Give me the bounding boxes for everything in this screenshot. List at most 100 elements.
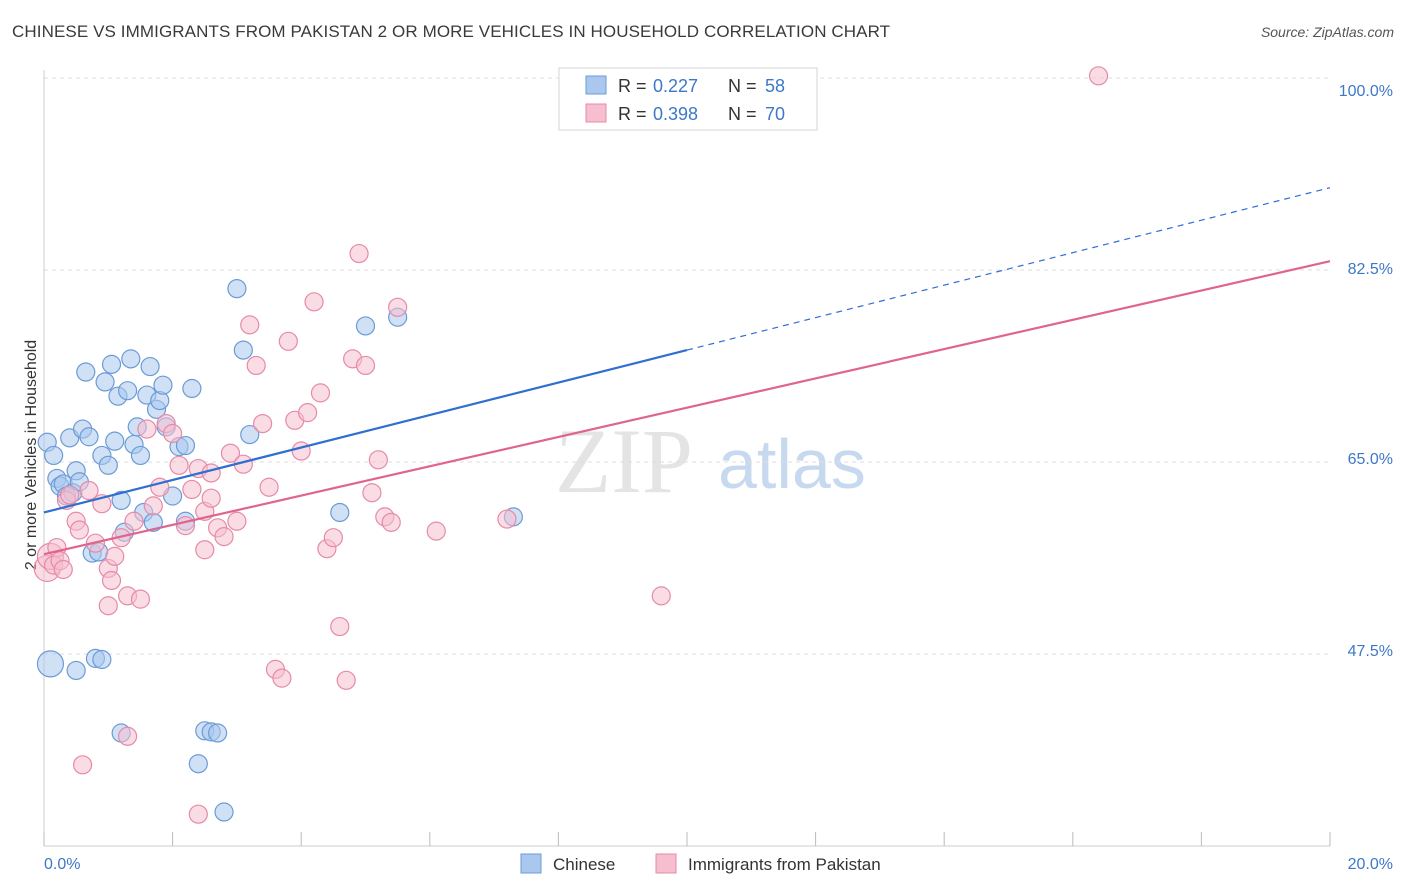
pakistan-point-34 bbox=[220, 443, 241, 463]
y-tick-label-0: 47.5% bbox=[1348, 643, 1393, 660]
pakistan-point-37 bbox=[240, 315, 260, 335]
pakistan-point-10 bbox=[72, 755, 93, 775]
pakistan-point-63 bbox=[651, 586, 671, 606]
watermark: ZIP atlas bbox=[555, 410, 866, 512]
chinese-point-55 bbox=[92, 649, 112, 670]
pakistan-point-59 bbox=[381, 512, 401, 532]
y-tick-label-1: 65.0% bbox=[1348, 451, 1393, 468]
pakistan-point-68 bbox=[195, 540, 215, 560]
pakistan-point-65 bbox=[117, 726, 138, 746]
chinese-point-11 bbox=[76, 362, 96, 382]
grid bbox=[44, 77, 1330, 655]
legend-n-value-chinese: 58 bbox=[765, 76, 785, 96]
pakistan-point-60 bbox=[388, 297, 408, 317]
pakistan-point-35 bbox=[227, 511, 247, 531]
legend-n-label-pakistan: N = bbox=[728, 104, 757, 124]
chinese-point-35 bbox=[153, 375, 173, 395]
pakistan-point-40 bbox=[259, 477, 279, 497]
pakistan-point-7 bbox=[60, 485, 80, 505]
chinese-point-22 bbox=[111, 490, 131, 510]
trend-line-pakistan bbox=[43, 260, 1331, 556]
pakistan-point-48 bbox=[310, 383, 331, 403]
pakistan-point-66 bbox=[188, 804, 208, 824]
legend: R = 0.227 N = 58 R = 0.398 N = 70 bbox=[558, 67, 818, 131]
chinese-point-46 bbox=[227, 279, 247, 299]
pakistan-point-38 bbox=[246, 355, 266, 376]
y-tick-labels: 47.5% 65.0% 82.5% 100.0% bbox=[1339, 83, 1393, 660]
chinese-point-49 bbox=[330, 502, 350, 523]
chinese-point-19 bbox=[101, 354, 122, 374]
legend-r-label-pakistan: R = bbox=[618, 104, 647, 124]
chinese-point-44 bbox=[208, 723, 228, 743]
pakistan-point-47 bbox=[304, 292, 324, 312]
chinese-point-54 bbox=[66, 660, 86, 681]
bottom-legend: Chinese Immigrants from Pakistan bbox=[520, 853, 881, 874]
pakistan-point-55 bbox=[355, 355, 376, 376]
pakistan-point-50 bbox=[323, 528, 343, 548]
pakistan-point-31 bbox=[201, 488, 221, 508]
pakistan-point-64 bbox=[1088, 66, 1109, 86]
pakistan-point-54 bbox=[349, 243, 369, 264]
pakistan-point-19 bbox=[124, 511, 144, 531]
trend-line-chinese bbox=[43, 349, 688, 514]
series-pakistan-points bbox=[33, 66, 1109, 824]
pakistan-point-67 bbox=[98, 596, 118, 616]
pakistan-point-57 bbox=[368, 450, 388, 470]
pakistan-point-25 bbox=[163, 423, 183, 444]
pakistan-point-5 bbox=[53, 559, 73, 580]
legend-swatch-chinese bbox=[585, 75, 607, 95]
chinese-point-47 bbox=[233, 340, 253, 360]
pakistan-point-20 bbox=[130, 589, 151, 609]
chinese-point-1 bbox=[44, 445, 64, 466]
pakistan-point-28 bbox=[182, 479, 202, 500]
pakistan-point-26 bbox=[169, 455, 189, 475]
y-tick-label-2: 82.5% bbox=[1348, 261, 1393, 278]
pakistan-point-15 bbox=[101, 570, 122, 591]
chinese-point-45 bbox=[214, 802, 234, 822]
chinese-point-53 bbox=[36, 650, 65, 678]
chinese-point-57 bbox=[175, 435, 196, 456]
pakistan-point-62 bbox=[497, 509, 517, 529]
pakistan-point-21 bbox=[137, 419, 157, 439]
bottom-legend-swatch-chinese bbox=[520, 853, 542, 874]
pakistan-point-45 bbox=[291, 441, 311, 461]
chinese-point-50 bbox=[355, 316, 376, 336]
chinese-point-18 bbox=[98, 455, 118, 475]
legend-r-value-pakistan: 0.398 bbox=[653, 104, 698, 124]
pakistan-point-16 bbox=[105, 546, 125, 566]
y-tick-label-3: 100.0% bbox=[1339, 83, 1393, 100]
bottom-legend-label-chinese: Chinese bbox=[553, 855, 615, 874]
chinese-point-25 bbox=[121, 349, 141, 369]
chinese-point-40 bbox=[182, 378, 202, 399]
pakistan-point-27 bbox=[175, 516, 196, 536]
pakistan-point-22 bbox=[143, 496, 163, 516]
legend-n-label-chinese: N = bbox=[728, 76, 757, 96]
chinese-point-31 bbox=[140, 356, 160, 377]
trend-line-chinese-extension bbox=[686, 187, 1331, 351]
watermark-atlas: atlas bbox=[718, 425, 866, 503]
legend-n-value-pakistan: 70 bbox=[765, 104, 785, 124]
legend-swatch-pakistan bbox=[585, 103, 607, 123]
legend-r-value-chinese: 0.227 bbox=[653, 76, 698, 96]
pakistan-point-43 bbox=[278, 331, 298, 351]
x-tick-labels: 0.0% 20.0% bbox=[44, 856, 1393, 873]
watermark-zip: ZIP bbox=[555, 410, 693, 512]
chinese-point-12 bbox=[79, 427, 99, 447]
bottom-legend-label-pakistan: Immigrants from Pakistan bbox=[688, 855, 881, 874]
axes bbox=[43, 70, 1331, 847]
legend-r-label-chinese: R = bbox=[618, 76, 647, 96]
y-axis-title: 2 or more Vehicles in Household bbox=[23, 340, 40, 570]
pakistan-point-61 bbox=[426, 521, 446, 541]
chinese-point-48 bbox=[240, 424, 260, 445]
chinese-point-20 bbox=[105, 431, 125, 451]
pakistan-point-33 bbox=[214, 527, 234, 547]
chinese-point-17 bbox=[95, 372, 115, 392]
pakistan-point-56 bbox=[362, 483, 382, 503]
pakistan-point-11 bbox=[79, 480, 99, 501]
chinese-point-41 bbox=[188, 754, 208, 774]
trend-lines bbox=[43, 187, 1331, 556]
pakistan-point-9 bbox=[69, 520, 89, 540]
chart-title: CHINESE VS IMMIGRANTS FROM PAKISTAN 2 OR… bbox=[12, 22, 891, 41]
pakistan-point-51 bbox=[330, 616, 350, 637]
